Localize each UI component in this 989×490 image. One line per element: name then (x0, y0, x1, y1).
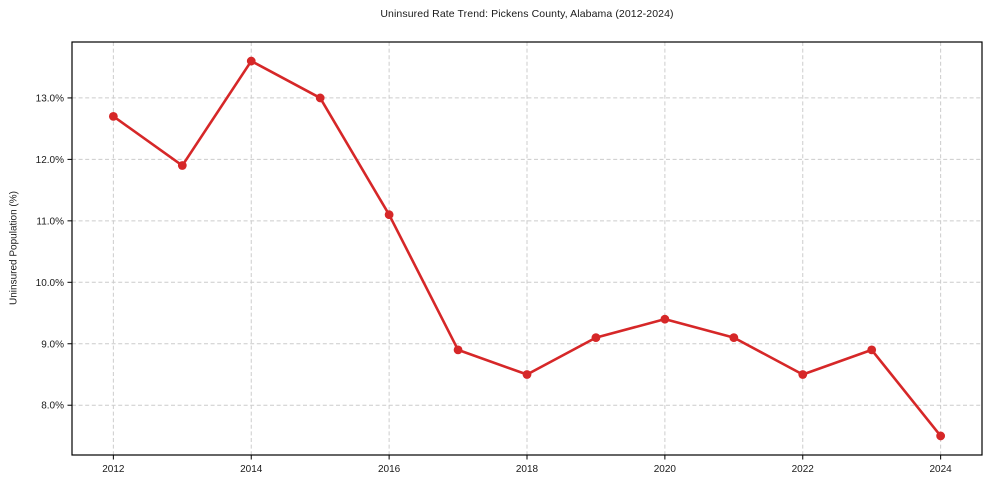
data-point-marker (522, 370, 532, 379)
data-point-marker (729, 333, 739, 343)
data-point-marker (867, 345, 877, 355)
y-tick-label: 9.0% (41, 339, 64, 350)
data-point-marker (108, 111, 118, 121)
data-point-marker (246, 56, 256, 66)
data-point-marker (384, 210, 394, 220)
y-tick-label: 8.0% (41, 401, 64, 412)
x-tick-label: 2016 (378, 464, 401, 475)
x-tick-label: 2024 (930, 464, 953, 475)
x-tick-label: 2022 (792, 464, 815, 475)
x-tick-label: 2018 (516, 464, 539, 475)
data-point-marker (177, 161, 187, 170)
y-tick-label: 13.0% (36, 93, 64, 104)
data-point-marker (315, 93, 325, 103)
y-tick-label: 11.0% (36, 216, 64, 227)
data-point-marker (591, 333, 601, 343)
x-tick-label: 2012 (102, 464, 125, 475)
data-point-marker (936, 431, 946, 441)
y-tick-label: 12.0% (36, 155, 64, 166)
x-tick-label: 2020 (654, 464, 677, 475)
data-point-marker (660, 314, 670, 324)
data-point-marker (453, 345, 463, 355)
data-point-marker (798, 370, 808, 379)
x-tick-label: 2014 (240, 464, 263, 475)
y-tick-label: 10.0% (36, 278, 64, 289)
chart-title: Uninsured Rate Trend: Pickens County, Al… (380, 8, 674, 20)
